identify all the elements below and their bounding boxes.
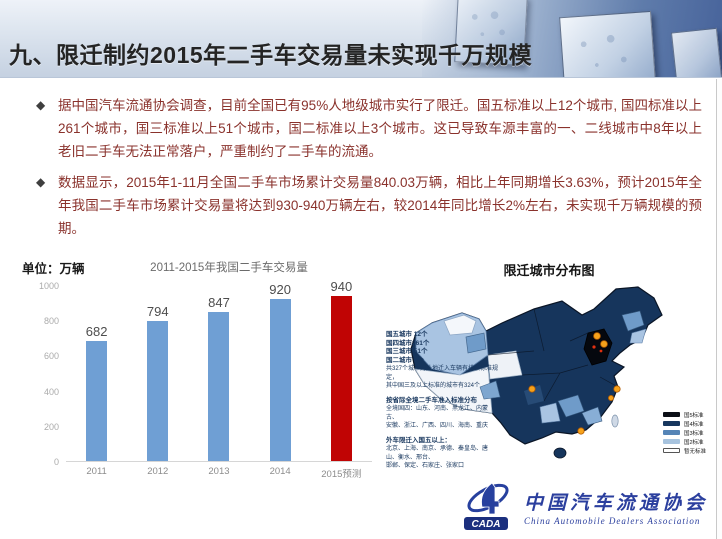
bar-2013: [208, 311, 230, 461]
cubes-photo: [422, 0, 722, 77]
map-annotation-line: 国五城市 12个: [386, 331, 428, 338]
bar-slot: 682: [67, 324, 127, 461]
map-annotation-line: 邯郸、保定、石家庄、张家口: [386, 463, 465, 469]
y-tick-label: 0: [53, 457, 59, 467]
chart-unit-label: 单位：万辆: [22, 262, 85, 276]
bullet-list: ◆ 据中国汽车流通协会调查，目前全国已有95%人地级城市实行了限迁。国五标准以上…: [36, 94, 702, 248]
y-tick-label: 400: [43, 386, 59, 397]
map-annotation-line: 北京、上海、南京、承德、秦皇岛、唐山、衡水、邢台、: [386, 446, 489, 461]
taiwan-island: [611, 414, 619, 428]
legend-label: 暂无标准: [683, 448, 706, 455]
bar-2012: [147, 321, 169, 461]
map-region-mid: [621, 310, 645, 332]
legend-swatch: [662, 430, 680, 435]
bar-slot: 847: [189, 295, 249, 461]
map-region-mid: [557, 394, 585, 418]
cube-graphic: [670, 27, 722, 77]
bullet-item: ◆ 据中国汽车流通协会调查，目前全国已有95%人地级城市实行了限迁。国五标准以上…: [36, 94, 702, 163]
y-tick-label: 1000: [38, 281, 59, 291]
chart-plot-area: 0 200 400 600 800 1000 682 794 847 920 940: [39, 279, 372, 467]
slide-header: 九、限迁制约2015年二手车交易量未实现千万规模: [0, 0, 722, 78]
x-tick-label: 2015预测: [321, 469, 362, 480]
map-annotations: 国五城市 12个 国四城市261个 国三城市 51个 国二城市 3个共327个城市对外…: [386, 331, 498, 471]
legend-item: 国4标准: [662, 419, 706, 428]
x-tick-label: 2014: [269, 466, 291, 477]
right-edge-gutter: [716, 79, 722, 539]
bar-slot: 920: [250, 282, 310, 461]
x-tick-label: 2011: [86, 466, 107, 477]
legend-item: 国3标准: [662, 428, 706, 437]
page-title: 九、限迁制约2015年二手车交易量未实现千万规模: [9, 42, 533, 68]
map-annotation-line: 安徽、浙江、广西、四川、海南、重庆: [386, 423, 489, 429]
bullet-text: 据中国汽车流通协会调查，目前全国已有95%人地级城市实行了限迁。国五标准以上12…: [58, 98, 702, 159]
bar-value-label: 920: [269, 282, 291, 298]
map-region-light: [629, 328, 647, 344]
x-axis-labels: 2011 2012 2013 2014 2015预测: [66, 466, 372, 480]
china-map-figure: 国五城市 12个 国四城市261个 国三城市 51个 国二城市 3个共327个城市对外…: [384, 281, 714, 481]
logo-name-cn: 中国汽车流通协会: [523, 493, 708, 514]
y-tick-label: 200: [43, 421, 59, 432]
map-annotation-line: 共327个城市对外地迁入车辆有排放标准规定，: [386, 366, 499, 381]
map-annotation-line: 国四城市261个: [386, 339, 430, 347]
x-tick-label: 2013: [208, 466, 230, 477]
logo-text: 中国汽车流通协会 China Automobile Dealers Associ…: [524, 488, 708, 526]
map-annotation-line: 外车限迁入国五以上：: [386, 436, 451, 444]
map-region-mid: [479, 380, 501, 400]
map-annotation-line: 其中国三及以上标准的城市有324个: [386, 383, 481, 389]
bar-value-label: 682: [85, 323, 108, 339]
diamond-bullet-icon: ◆: [36, 175, 46, 189]
china-map: [410, 286, 663, 459]
map-region-mid: [581, 406, 603, 426]
bar-chart: 单位：万辆 2011-2015年我国二手车交易量 0 200 400 600 800 10…: [14, 254, 382, 484]
province-borders: [487, 308, 619, 402]
legend-label: 国2标准: [683, 439, 704, 446]
legend-item: 国2标准: [662, 437, 706, 446]
bar-value-label: 794: [146, 304, 169, 320]
legend-swatch: [662, 412, 680, 417]
cada-emblem-icon: CADA: [463, 482, 509, 530]
map-annotation-line: 国三城市 51个: [386, 348, 428, 355]
map-annotation-line: 国二城市 3个: [386, 356, 424, 364]
map-region-white: [414, 366, 493, 414]
map-region-mid: [465, 332, 487, 354]
y-tick-label: 600: [43, 351, 59, 362]
legend-swatch: [662, 421, 680, 426]
bar-slot: 940: [311, 279, 371, 461]
svg-text:CADA: CADA: [472, 519, 501, 530]
map-annotation-line: 按省际全境二手车准入标准分布: [386, 396, 477, 404]
bullet-item: ◆ 数据显示，2015年1-11月全国二手车市场累计交易量840.03万辆，相比…: [36, 171, 702, 240]
hainan-island: [553, 447, 567, 459]
logo-name-en: China Automobile Dealers Association: [523, 516, 701, 526]
map-annotation-line: 全境国四：山东、河南、黑龙江、内蒙古、: [386, 406, 489, 421]
bar-2014: [269, 299, 291, 461]
legend-swatch: [662, 439, 680, 444]
y-tick-label: 800: [43, 316, 59, 327]
chart-title: 2011-2015年我国二手车交易量: [150, 262, 308, 274]
bullet-text: 数据显示，2015年1-11月全国二手车市场累计交易量840.03万辆，相比上年…: [58, 175, 702, 236]
map-title: 限迁城市分布图: [503, 263, 595, 278]
x-tick-label: 2012: [147, 466, 169, 477]
bar-value-label: 940: [330, 278, 353, 294]
map-region-white: [443, 314, 477, 336]
legend-item: 暂无标准: [662, 446, 706, 455]
city-pins: [528, 332, 621, 435]
chart-bars: 682 794 847 920 940: [66, 279, 372, 461]
legend-label: 国3标准: [683, 430, 704, 437]
map-panel: 限迁城市分布图: [384, 254, 714, 484]
diamond-bullet-icon: ◆: [36, 98, 46, 112]
map-region-light: [539, 402, 561, 424]
cada-logo: CADA 中国汽车流通协会 China Automobile Dealers A…: [462, 481, 708, 533]
bar-2015预测: [330, 295, 352, 461]
bar-value-label: 847: [208, 294, 230, 310]
bar-slot: 794: [128, 304, 188, 461]
bar-2011: [86, 340, 108, 461]
legend-item: 国5标准: [662, 410, 706, 419]
legend-label: 国5标准: [683, 412, 704, 419]
map-region-guo5: [583, 328, 613, 366]
legend-label: 国4标准: [683, 421, 704, 428]
legend-swatch: [662, 448, 680, 453]
map-legend: 国5标准国4标准国3标准国2标准暂无标准: [662, 410, 706, 455]
